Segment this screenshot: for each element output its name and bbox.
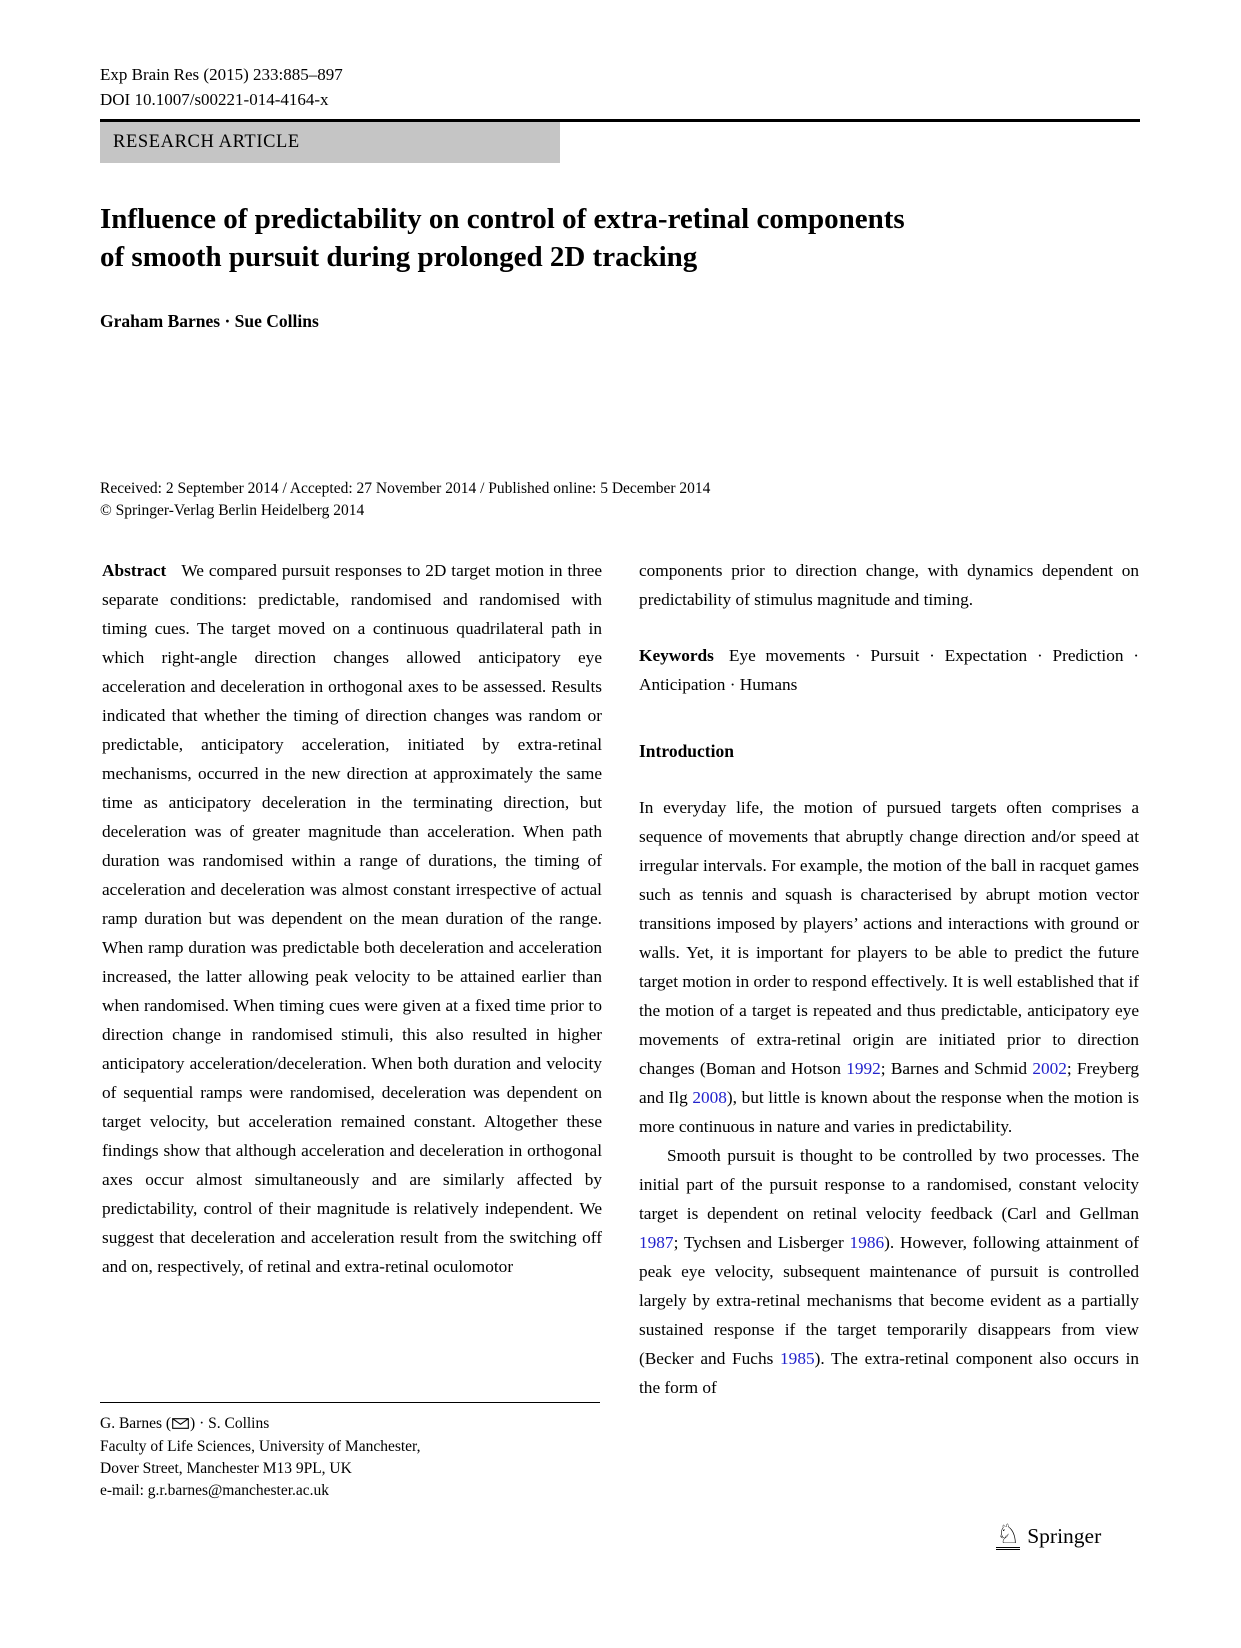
citation-link[interactable]: 2008 xyxy=(692,1088,727,1107)
journal-reference: Exp Brain Res (2015) 233:885–897 xyxy=(100,65,343,84)
springer-knight-icon: ♘ xyxy=(996,1519,1021,1550)
footnote-authors: G. Barnes ( ) · S. Collins xyxy=(100,1413,600,1436)
keywords-text: Eye movements · Pursuit · Expectation · … xyxy=(639,646,1139,694)
introduction-paragraph-2: Smooth pursuit is thought to be controll… xyxy=(639,1141,1139,1402)
introduction-heading: Introduction xyxy=(639,741,734,761)
header-rule xyxy=(100,119,1140,122)
affiliation-line-1: Faculty of Life Sciences, University of … xyxy=(100,1438,421,1455)
left-column: Abstract We compared pursuit responses to… xyxy=(102,556,602,1402)
keywords-label: Keywords xyxy=(639,646,714,665)
publication-dates: Received: 2 September 2014 / Accepted: 2… xyxy=(100,478,710,522)
citation-link[interactable]: 1986 xyxy=(849,1233,885,1252)
journal-header: Exp Brain Res (2015) 233:885–897 DOI 10.… xyxy=(100,62,343,112)
citation-link[interactable]: 2002 xyxy=(1032,1059,1067,1078)
keywords-block: Keywords Eye movements · Pursuit · Expect… xyxy=(639,641,1139,699)
received-accepted-line: Received: 2 September 2014 / Accepted: 2… xyxy=(100,480,711,497)
abstract-text: We compared pursuit responses to 2D targ… xyxy=(102,561,602,1276)
article-type-label: RESEARCH ARTICLE xyxy=(113,132,300,152)
publisher-name: Springer xyxy=(1027,1524,1102,1548)
corresponding-author: G. Barnes ( xyxy=(100,1415,172,1432)
copyright-line: © Springer-Verlag Berlin Heidelberg 2014 xyxy=(100,502,365,519)
text-segment: ; Tychsen and Lisberger xyxy=(673,1233,850,1252)
doi-line: DOI 10.1007/s00221-014-4164-x xyxy=(100,90,329,109)
article-type-banner: RESEARCH ARTICLE xyxy=(100,122,560,163)
text-segment: ; Barnes and Schmid xyxy=(880,1059,1033,1078)
citation-link[interactable]: 1992 xyxy=(846,1059,881,1078)
introduction-paragraph-1: In everyday life, the motion of pursued … xyxy=(639,793,1139,1141)
citation-link[interactable]: 1987 xyxy=(639,1233,674,1252)
two-column-body: Abstract We compared pursuit responses to… xyxy=(102,556,1140,1402)
coauthor: ) · S. Collins xyxy=(190,1415,270,1432)
text-segment: ), but little is known about the respons… xyxy=(639,1088,1139,1136)
abstract-continuation: components prior to direction change, wi… xyxy=(639,561,1139,609)
abstract-label: Abstract xyxy=(102,561,167,580)
title-line-1: Influence of predictability on control o… xyxy=(100,203,905,235)
envelope-icon xyxy=(172,1414,189,1436)
text-segment: Smooth pursuit is thought to be controll… xyxy=(639,1146,1139,1223)
affiliation-line-2: Dover Street, Manchester M13 9PL, UK xyxy=(100,1460,352,1477)
right-column: components prior to direction change, wi… xyxy=(639,556,1139,1402)
publisher-logo: ♘ Springer xyxy=(996,1519,1102,1550)
title-line-2: of smooth pursuit during prolonged 2D tr… xyxy=(100,241,698,273)
text-segment: ; Freyberg and Ilg xyxy=(639,1059,1139,1107)
abstract-paragraph: Abstract We compared pursuit responses to… xyxy=(102,556,602,1281)
text-segment: ). However, following attainment of peak… xyxy=(639,1233,1139,1368)
text-segment: ). The extra-retinal component also occu… xyxy=(639,1349,1140,1397)
email-line: e-mail: g.r.barnes@manchester.ac.uk xyxy=(100,1482,330,1499)
citation-link[interactable]: 1985 xyxy=(780,1349,815,1368)
page-title: Influence of predictability on control o… xyxy=(100,200,1060,276)
text-segment: In everyday life, the motion of pursued … xyxy=(639,798,1139,1078)
authors: Graham Barnes · Sue Collins xyxy=(100,311,319,331)
author-footnote: G. Barnes ( ) · S. Collins Faculty of Lif… xyxy=(100,1402,600,1502)
